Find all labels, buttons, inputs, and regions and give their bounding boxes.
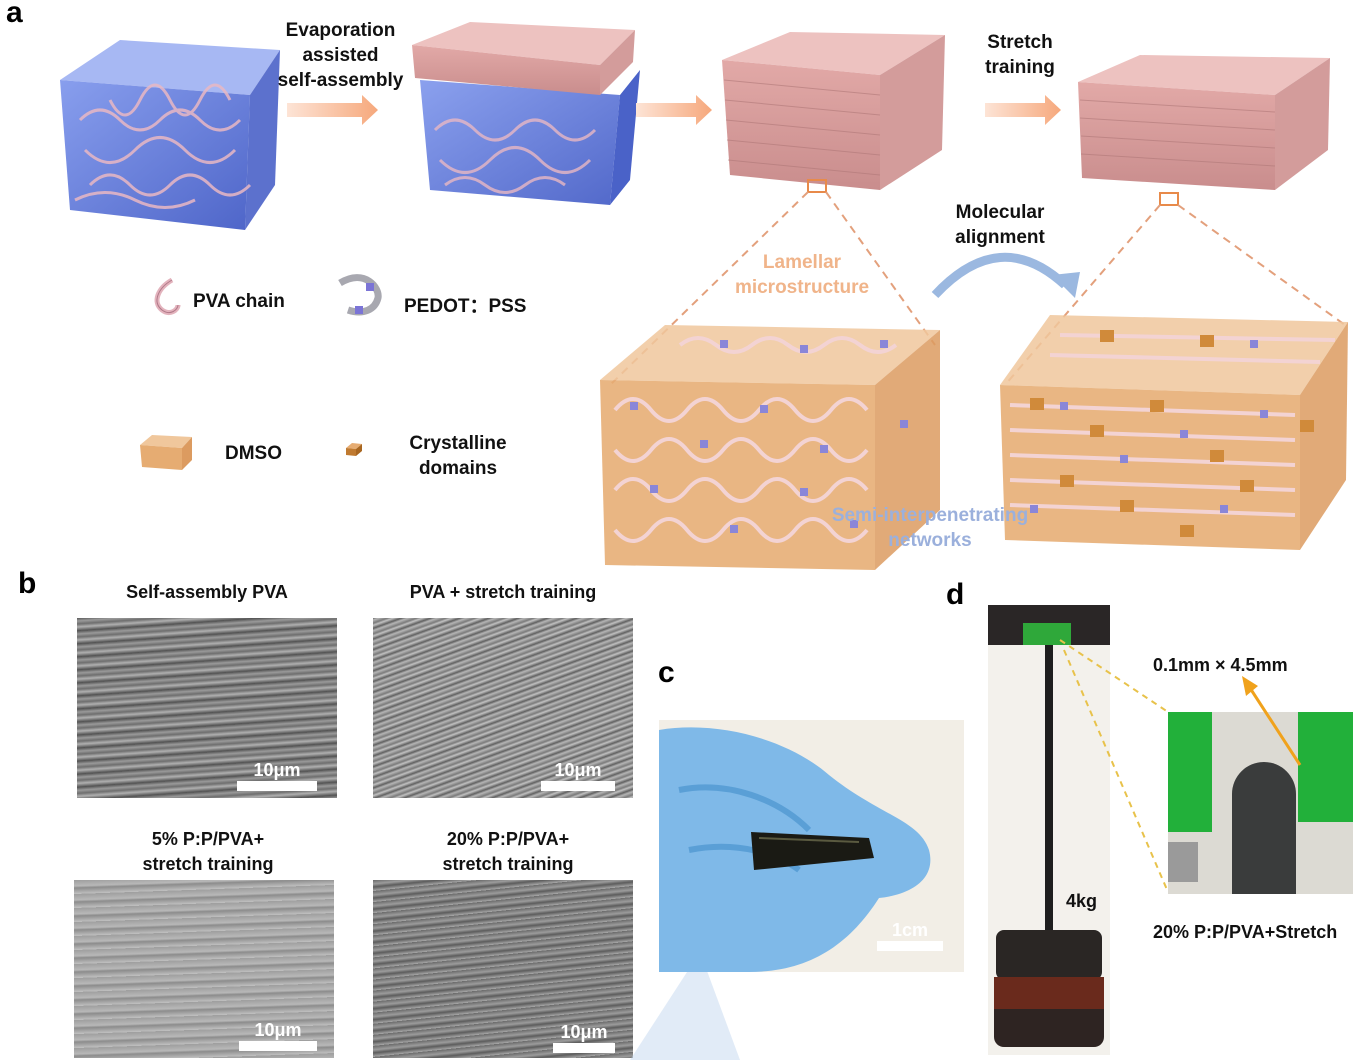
green-clamp [1023, 623, 1071, 645]
dims-arrow [1242, 676, 1302, 766]
semi-label-line2: networks [888, 530, 972, 551]
scale-bar-2: 10μm [541, 760, 615, 791]
step-label-stretch-line2: training [985, 57, 1055, 78]
process-arrow-1 [287, 95, 378, 125]
sem-title-20pct-line2: stretch training [442, 854, 574, 874]
sample-strip [1045, 645, 1053, 955]
panel-label-c: c [658, 656, 675, 689]
scale-bar-1: 10μm [237, 760, 317, 791]
process-arrow-2 [636, 95, 712, 125]
aligned-block [1000, 315, 1348, 550]
scale-bar-4-line [553, 1043, 615, 1053]
sem-title-5pct-line1: 5% P:P/PVA+ [151, 829, 265, 849]
closeup-clamp-left [1168, 712, 1212, 832]
photo-clamp-closeup [1168, 712, 1353, 894]
scale-bar-3: 10μm [239, 1020, 317, 1051]
panel-c-zoom-cone [630, 952, 740, 1060]
legend-crystalline-label: Crystalline domains [398, 431, 518, 481]
dims-label: 0.1mm × 4.5mm [1153, 655, 1288, 675]
photo-weight-test [988, 605, 1110, 1055]
panel-label-d: d [946, 578, 965, 611]
photo-hand-holding-sample: 1cm [659, 720, 964, 972]
lamellar-label-line1: Lamellar [762, 252, 842, 273]
step-label-molecular-line1: Molecular [955, 202, 1045, 223]
sem-title-20pct: 20% P:P/PVA+ stretch training [372, 827, 644, 877]
sem-image-self-assembly-pva: 10μm [77, 618, 337, 798]
panel-label-a: a [6, 0, 23, 29]
scale-bar-4: 10μm [553, 1022, 615, 1053]
pedot-pss-icon [338, 274, 382, 316]
scale-bar-photo-line [877, 941, 943, 951]
scale-bar-photo: 1cm [877, 920, 943, 951]
sem-title-stretch: PVA + stretch training [409, 582, 597, 602]
hydrogel-cube [60, 40, 280, 230]
crystalline-domain-icon [346, 443, 362, 456]
sem-image-pva-stretch: 10μm [373, 618, 633, 798]
pva-chain-icon [154, 277, 181, 315]
scale-bar-2-line [541, 781, 615, 791]
scale-bar-photo-label: 1cm [891, 920, 929, 940]
scale-bar-2-label: 10μm [554, 760, 602, 780]
sem-title-self-assembly: Self-assembly PVA [126, 582, 288, 602]
legend-pva-label: PVA chain [193, 291, 285, 312]
sem-title-20pct-line1: 20% P:P/PVA+ [446, 829, 570, 849]
step-label-stretch: Stretch training [960, 30, 1080, 80]
stretched-film [1078, 55, 1330, 206]
legend-crystalline-line2: domains [418, 458, 498, 479]
film-on-hydrogel [412, 22, 640, 205]
semi-label-line1: Semi-interpenetrating [831, 505, 1029, 526]
process-arrow-3 [985, 95, 1061, 125]
weight-top [996, 930, 1102, 980]
semi-interpenetrating-label: Semi-interpenetrating networks [815, 503, 1045, 553]
lamellar-block [600, 325, 940, 570]
scale-bar-3-label: 10μm [254, 1020, 302, 1040]
panel-label-b: b [18, 567, 37, 600]
scale-bar-3-line [239, 1041, 317, 1051]
closeup-sample [1232, 762, 1296, 894]
scale-bar-4-label: 10μm [560, 1022, 608, 1042]
sem-title-5pct: 5% P:P/PVA+ stretch training [72, 827, 344, 877]
sem-image-5pct: 10μm [74, 880, 334, 1058]
step-label-evaporation-line3: self-assembly [277, 70, 404, 91]
step-label-molecular-line2: alignment [955, 227, 1045, 248]
dmso-icon [140, 435, 192, 470]
step-label-stretch-line1: Stretch [987, 32, 1053, 53]
legend-crystalline-line1: Crystalline [409, 433, 507, 454]
weight-label: 4kg [1066, 891, 1098, 911]
lamellar-film [722, 32, 945, 193]
weight-middle [994, 977, 1104, 1009]
sem-image-20pct: 10μm [373, 880, 633, 1058]
step-label-molecular: Molecular alignment [930, 200, 1070, 250]
molecular-alignment-arrow [931, 252, 1069, 299]
sem-title-5pct-line2: stretch training [142, 854, 274, 874]
panel-a-illustration [60, 22, 1348, 570]
scale-bar-1-label: 10μm [253, 760, 301, 780]
scale-bar-1-line [237, 781, 317, 791]
legend-pedot-label: PEDOT：PSS [404, 296, 527, 317]
weight-bottom [994, 1009, 1104, 1047]
step-label-evaporation-line1: Evaporation [285, 20, 396, 41]
step-label-evaporation-line2: assisted [302, 45, 379, 66]
lamellar-label: Lamellar microstructure [722, 250, 882, 300]
closeup-caption: 20% P:P/PVA+Stretch [1153, 922, 1338, 942]
closeup-clamp-right [1298, 712, 1353, 822]
closeup-screw [1168, 842, 1198, 882]
legend-dmso-label: DMSO [225, 443, 282, 464]
lamellar-label-line2: microstructure [734, 277, 870, 298]
step-label-evaporation: Evaporation assisted self-assembly [268, 18, 413, 93]
